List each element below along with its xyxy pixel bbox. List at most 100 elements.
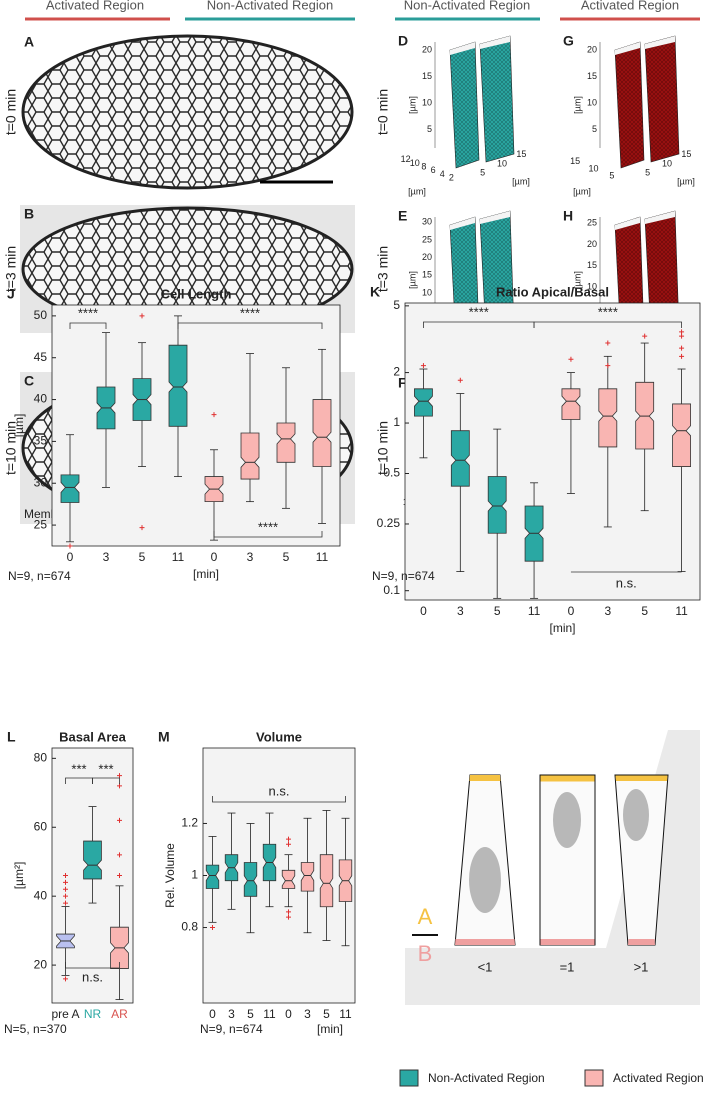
x-tick-label: 11 <box>263 1007 276 1021</box>
significance-label: *** <box>98 761 113 776</box>
region-header: Activated Region <box>581 0 679 12</box>
chart-title: Cell Length <box>161 286 232 301</box>
left-tick-label: 6 <box>431 165 436 175</box>
panel-letter: E <box>398 208 407 224</box>
panel-letter: F <box>398 375 407 391</box>
panel-letter: A <box>24 34 34 50</box>
ratio-label: =1 <box>560 959 575 974</box>
z-tick-label: 5 <box>427 124 432 134</box>
y-tick-label: 0.25 <box>377 516 401 530</box>
outlier <box>211 412 217 418</box>
x-tick-label: 3 <box>304 1007 311 1021</box>
outlier <box>605 363 611 369</box>
box <box>300 862 315 892</box>
outlier <box>117 873 122 878</box>
box <box>168 344 188 427</box>
significance-bracket <box>212 796 346 803</box>
x-tick-label: 5 <box>641 604 648 618</box>
x-tick-label: 5 <box>323 1007 330 1021</box>
y-tick-label: 2 <box>393 365 400 379</box>
cell-top <box>450 217 475 230</box>
cell-mesh <box>645 36 679 162</box>
left-tick-label: 5 <box>609 171 614 181</box>
axis-unit: [µm] <box>572 271 582 289</box>
box <box>312 399 332 467</box>
box <box>240 432 260 480</box>
x-tick-label: 0 <box>211 550 218 564</box>
x-tick-label: 3 <box>247 550 254 564</box>
panel-letter: D <box>398 33 408 49</box>
y-tick-label: 5 <box>393 298 400 312</box>
left-tick-label: 15 <box>570 156 580 166</box>
outlier <box>63 873 68 878</box>
significance-bracket <box>65 962 120 969</box>
cell-mesh <box>450 42 479 168</box>
apical-label: A <box>418 904 433 929</box>
right-tick-label: 5 <box>645 168 650 178</box>
outlier <box>63 900 68 906</box>
x-tick-label: 3 <box>457 604 464 618</box>
z-tick-label: 20 <box>422 44 432 54</box>
sample-size: N=9, n=674 <box>372 569 435 583</box>
z-tick-label: 15 <box>587 260 597 270</box>
significance-label: **** <box>78 305 98 320</box>
significance-label: **** <box>469 304 489 319</box>
legend-swatch <box>584 1069 604 1087</box>
z-tick-label: 10 <box>422 97 432 107</box>
box <box>561 388 581 420</box>
cell-top <box>450 42 475 55</box>
sample-size: N=9, n=674 <box>200 1022 263 1036</box>
x-axis-label: [min] <box>317 1022 343 1036</box>
z-tick-label: 10 <box>422 287 432 297</box>
left-tick-label: 2 <box>449 173 454 183</box>
time-label: t=0 min <box>3 89 19 135</box>
significance-bracket <box>533 321 682 328</box>
basal-strip <box>455 939 515 945</box>
axis-unit: [µm] <box>677 176 695 186</box>
plot-area <box>51 304 341 547</box>
box <box>60 474 80 503</box>
outlier <box>420 363 426 369</box>
significance-bracket <box>69 322 107 329</box>
time-label: t=3 min <box>375 246 391 292</box>
z-tick-label: 15 <box>422 71 432 81</box>
cell-top <box>645 36 675 49</box>
y-tick-label: 40 <box>34 392 48 406</box>
right-tick-label: 10 <box>497 158 507 168</box>
significance-bracket <box>92 777 120 784</box>
outlier <box>679 345 685 351</box>
cell-top <box>480 36 510 49</box>
apical-strip <box>469 775 501 781</box>
time-label: t=10 min <box>375 421 391 475</box>
outlier <box>286 836 291 842</box>
left-tick-label: 4 <box>440 169 445 179</box>
ratio-label: <1 <box>478 959 493 974</box>
legend-label: Activated Region <box>613 1071 704 1085</box>
outlier <box>210 925 215 931</box>
significance-label: n.s. <box>616 575 637 590</box>
cell-top <box>480 211 510 224</box>
nucleus <box>623 789 649 841</box>
legend-swatch <box>399 1069 419 1087</box>
axis-unit: [µm] <box>408 186 426 196</box>
x-tick-label: 0 <box>285 1007 292 1021</box>
y-tick-label: 35 <box>34 434 48 448</box>
box <box>83 840 102 880</box>
diagram-background <box>405 730 700 1005</box>
y-tick-label: 0.8 <box>181 920 198 934</box>
significance-label: **** <box>258 519 278 534</box>
y-tick-label: 0.5 <box>383 466 400 480</box>
x-tick-label: NR <box>84 1007 102 1021</box>
outlier <box>139 525 145 531</box>
outlier <box>139 313 145 319</box>
z-tick-label: 20 <box>587 239 597 249</box>
sample-size: N=5, n=370 <box>4 1022 67 1036</box>
basal-label: B <box>418 941 433 966</box>
y-tick-label: 1 <box>191 868 198 882</box>
right-tick-label: 10 <box>662 158 672 168</box>
z-tick-label: 10 <box>587 281 597 291</box>
y-tick-label: 1.2 <box>181 816 198 830</box>
plot-area <box>404 302 701 601</box>
